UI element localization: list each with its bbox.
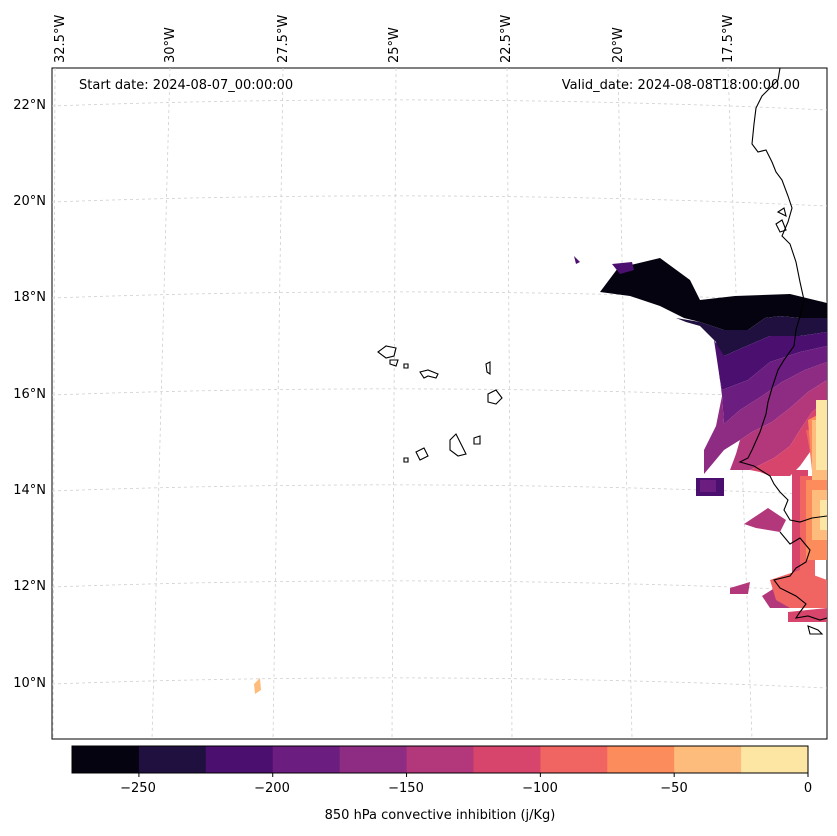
island-santiago [449,433,467,457]
contour-band-25 [816,400,827,530]
lon-label: 22.5°W [499,14,514,63]
colorbar-segment [406,746,474,773]
colorbar-tick-label: −100 [522,781,558,796]
map-frame [51,67,828,740]
contour-band-150 [730,380,827,608]
lon-label: 32.5°W [53,14,68,63]
lat-label: 18°N [13,290,46,305]
colorbar-segment [72,746,140,773]
lat-label: 12°N [13,579,46,594]
contour-band-250 [676,316,827,380]
colorbar [71,745,809,777]
island-sao-nicolau [419,369,439,379]
lat-label: 14°N [13,483,46,498]
lon-label: 30°W [163,27,178,63]
colorbar-segment [473,746,541,773]
island-brava [403,457,409,463]
colorbar-frame [71,745,809,774]
colorbar-segment [138,746,207,773]
lon-label: 17.5°W [721,14,736,63]
contour-band-200 [700,346,827,492]
colorbar-title: 850 hPa convective inhibition (j/Kg) [324,808,556,823]
lon-label: 20°W [611,27,626,63]
island-sal [485,361,491,376]
colorbar-segment [540,746,608,773]
lat-label: 22°N [13,98,46,113]
colorbar-tick-label: 0 [803,781,813,796]
lon-label: 25°W [387,27,402,63]
colorbar-tick-label: −150 [388,781,424,796]
colorbar-segment [741,746,809,773]
start-date-text: Start date: 2024-08-07_00:00:00 [79,78,294,93]
lon-label: 27.5°W [276,14,291,63]
island-sao-vicente [389,359,399,367]
island-santa-luzia [403,363,409,369]
contour-band-175 [704,362,827,474]
island-maio [473,435,481,445]
cin-contours [254,256,827,694]
colorbar-tick-label: −250 [120,781,156,796]
colorbar-segment [339,746,408,773]
colorbar-segment [272,746,341,773]
coastlines [377,67,828,635]
graticule [51,67,828,740]
lat-label: 16°N [13,387,46,402]
lat-label: 10°N [13,676,46,691]
colorbar-tick-label: −200 [254,781,290,796]
lat-label: 20°N [13,194,46,209]
colorbar-tick-label: −50 [660,781,688,796]
island-boa-vista [487,389,503,405]
colorbar-segment [674,746,742,773]
island-fogo [415,447,429,461]
colorbar-segment [607,746,675,773]
contour-band-lt-250 [600,258,827,330]
colorbar-segment [205,746,274,773]
valid-date-text: Valid_date: 2024-08-08T18:00:00.00 [561,78,800,93]
island-santo-antao [377,345,397,359]
